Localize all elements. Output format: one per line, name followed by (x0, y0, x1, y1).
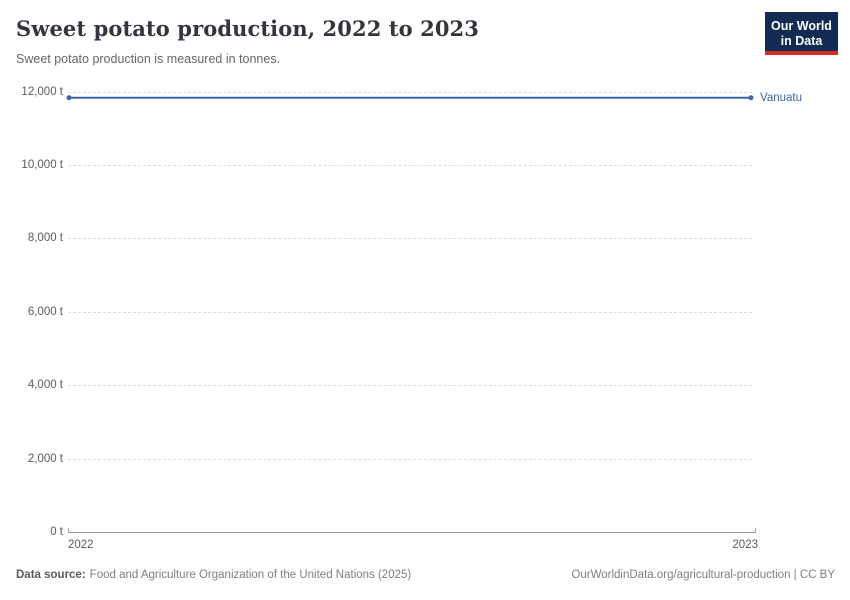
gridline (68, 238, 752, 240)
series-endpoint-dot (748, 95, 754, 101)
y-tick-label: 2,000 t (27, 452, 63, 465)
axis-end-tick (755, 528, 756, 532)
chart-subtitle: Sweet potato production is measured in t… (16, 52, 281, 66)
gridline (68, 385, 752, 387)
axis-end-tick (68, 528, 69, 532)
owid-logo-accent-bar (765, 51, 838, 55)
y-tick-label: 6,000 t (27, 305, 63, 318)
y-tick-label: 0 t (50, 526, 63, 538)
gridline (68, 164, 752, 166)
owid-logo[interactable]: Our World in Data (765, 12, 838, 55)
x-axis-line (68, 532, 756, 533)
x-tick-label: 2022 (68, 539, 94, 551)
gridline (68, 91, 752, 93)
y-tick-label: 10,000 t (21, 158, 63, 171)
entity-label[interactable]: Vanuatu (760, 91, 802, 104)
x-tick-label: 2023 (732, 539, 758, 551)
series-endpoint-dot (66, 95, 72, 101)
chart-title: Sweet potato production, 2022 to 2023 (16, 16, 479, 41)
owid-logo-text-line2: in Data (780, 33, 823, 48)
y-tick-label: 4,000 t (27, 379, 63, 392)
license-link[interactable]: OurWorldinData.org/agricultural-producti… (571, 569, 835, 581)
owid-logo-text-line1: Our World (771, 18, 832, 33)
gridline (68, 458, 752, 460)
y-tick-label: 8,000 t (27, 232, 63, 245)
data-source-label: Data source: (16, 569, 86, 581)
data-source-note: Data source: Food and Agriculture Organiz… (16, 569, 411, 581)
data-source-text: Food and Agriculture Organization of the… (89, 569, 412, 581)
y-tick-label: 12,000 t (21, 85, 63, 98)
gridline (68, 311, 752, 313)
